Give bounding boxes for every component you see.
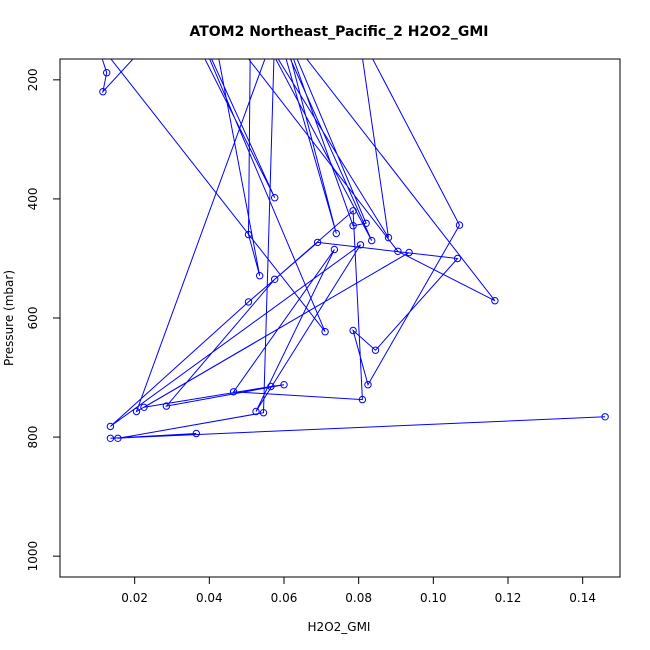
data-point <box>244 230 253 239</box>
data-point <box>368 236 376 245</box>
x-tick-label: 0.02 <box>121 591 148 605</box>
data-point <box>244 298 253 306</box>
plot-frame <box>59 58 621 578</box>
data-point <box>356 241 365 249</box>
data-point <box>192 429 201 438</box>
data-point <box>256 272 264 280</box>
x-tick-label: 0.04 <box>196 591 223 605</box>
data-point <box>99 88 107 96</box>
y-axis-label: Pressure (mbar) <box>2 270 16 366</box>
data-point <box>114 434 122 442</box>
data-point <box>229 388 238 396</box>
data-point <box>252 407 260 416</box>
chart-title: ATOM2 Northeast_Pacific_2 H2O2_GMI <box>189 24 488 40</box>
data-point <box>106 434 115 442</box>
y-axis: 200 400 600 800 1000 <box>26 68 60 571</box>
data-point <box>349 326 357 335</box>
data-point <box>394 247 402 256</box>
data-point <box>364 381 372 389</box>
data-point <box>491 297 499 305</box>
data-point <box>321 328 329 336</box>
y-tick-label: 1000 <box>26 541 40 572</box>
plot-layer <box>99 59 609 442</box>
data-point <box>280 381 288 389</box>
data-point <box>259 409 268 417</box>
data-point <box>267 382 275 391</box>
data-point <box>271 194 279 202</box>
data-point <box>132 407 141 416</box>
data-point <box>330 245 339 254</box>
series-line <box>101 59 606 439</box>
data-point <box>455 221 464 229</box>
data-point <box>162 402 171 410</box>
data-point <box>349 222 357 230</box>
data-point <box>313 238 322 247</box>
data-point <box>362 219 370 228</box>
data-point <box>601 413 609 421</box>
y-tick-label: 800 <box>26 426 40 449</box>
x-tick-label: 0.12 <box>495 591 522 605</box>
data-point <box>106 422 115 431</box>
y-tick-label: 400 <box>26 187 40 210</box>
data-point <box>384 233 393 242</box>
x-axis-label: H2O2_GMI <box>308 620 371 634</box>
y-tick-label: 200 <box>26 68 40 91</box>
data-point <box>103 69 111 77</box>
x-tick-label: 0.06 <box>271 591 298 605</box>
x-axis: 0.02 0.04 0.06 0.08 0.10 0.12 0.14 <box>121 577 596 605</box>
data-point <box>349 207 357 215</box>
x-tick-label: 0.10 <box>420 591 447 605</box>
data-point <box>371 346 380 354</box>
data-point <box>405 248 413 257</box>
x-tick-label: 0.08 <box>345 591 372 605</box>
data-point <box>358 395 367 404</box>
data-point <box>271 275 279 283</box>
data-point <box>140 403 148 411</box>
data-point <box>332 229 340 238</box>
x-tick-label: 0.14 <box>569 591 596 605</box>
data-point <box>453 254 462 263</box>
y-tick-label: 600 <box>26 307 40 330</box>
